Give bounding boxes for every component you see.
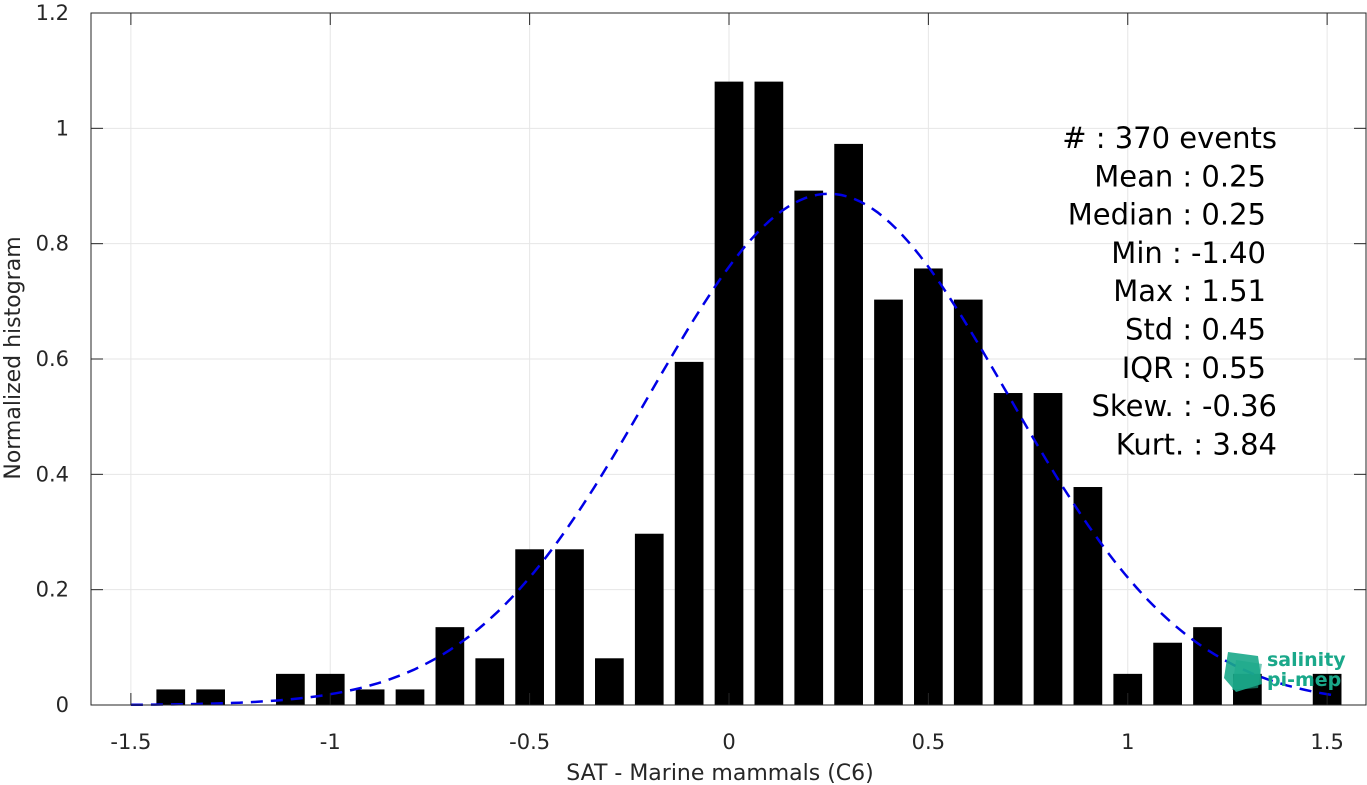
- histogram-bar: [953, 299, 983, 705]
- stat-line: Min : -1.40: [1111, 236, 1266, 270]
- salinity-pimep-logo: salinity pi-mep: [1224, 649, 1346, 692]
- histogram-bar: [395, 689, 425, 705]
- x-tick-label: 0.5: [912, 730, 945, 754]
- histogram-bar: [515, 549, 544, 705]
- x-tick-label: 1.5: [1310, 730, 1343, 754]
- y-tick-label: 0.8: [36, 232, 69, 256]
- y-tick-labels: 0 0.2 0.4 0.6 0.8 1 1.2: [36, 1, 69, 717]
- statistics-box: # : 370 events Mean : 0.25 Median : 0.25 Mi…: [1062, 121, 1277, 461]
- y-tick-label: 1: [56, 116, 69, 140]
- histogram-bar: [794, 190, 824, 705]
- stat-line: IQR : 0.55: [1122, 351, 1266, 385]
- histogram-bar: [993, 393, 1023, 705]
- stat-line: Median : 0.25: [1068, 198, 1266, 232]
- histogram-bar: [874, 299, 903, 705]
- stat-line: # : 370 events: [1062, 121, 1277, 155]
- histogram-bar: [156, 689, 186, 705]
- histogram-bar: [714, 81, 744, 705]
- stat-line: Mean : 0.25: [1094, 159, 1266, 193]
- histogram-bar: [196, 689, 225, 705]
- histogram-bar: [435, 627, 465, 705]
- y-tick-label: 0.6: [36, 347, 69, 371]
- histogram-bar: [634, 533, 664, 705]
- y-tick-label: 1.2: [36, 1, 69, 25]
- histogram-bar: [595, 658, 624, 705]
- y-axis-label: Normalized histogram: [1, 236, 26, 479]
- y-tick-label: 0.4: [36, 462, 69, 486]
- logo-text-salinity: salinity: [1267, 649, 1346, 671]
- x-axis-label: SAT - Marine mammals (C6): [566, 761, 874, 785]
- x-tick-labels: -1.5 -1 -0.5 0 0.5 1 1.5: [110, 730, 1343, 754]
- axis-ticks: [91, 12, 1366, 706]
- x-tick-label: 0: [722, 730, 735, 754]
- x-tick-label: -1: [320, 730, 341, 754]
- x-tick-label: 1: [1121, 730, 1134, 754]
- histogram-bar: [475, 658, 505, 705]
- normal-fit-curve: [130, 192, 1336, 706]
- histogram-bar: [674, 361, 704, 705]
- histogram-bar: [1153, 642, 1182, 705]
- logo-text-pimep: pi-mep: [1267, 669, 1341, 691]
- stat-line: Kurt. : 3.84: [1116, 427, 1277, 461]
- stat-line: Max : 1.51: [1113, 274, 1266, 308]
- histogram-bar: [555, 549, 584, 705]
- y-tick-label: 0: [56, 693, 69, 717]
- x-tick-label: -0.5: [509, 730, 550, 754]
- histogram-bar: [914, 268, 943, 705]
- stat-line: Skew. : -0.36: [1091, 389, 1277, 423]
- x-tick-label: -1.5: [110, 730, 151, 754]
- stat-line: Std : 0.45: [1125, 313, 1266, 347]
- histogram-bars: [156, 81, 1342, 706]
- histogram-bar: [834, 143, 863, 706]
- logo-mark-icon: [1224, 652, 1262, 692]
- histogram-bar: [1033, 393, 1063, 705]
- histogram-bar: [754, 81, 784, 705]
- histogram-bar: [1193, 627, 1222, 705]
- histogram-bar: [355, 689, 385, 705]
- y-tick-label: 0.2: [36, 578, 69, 602]
- histogram-bar: [1073, 487, 1103, 705]
